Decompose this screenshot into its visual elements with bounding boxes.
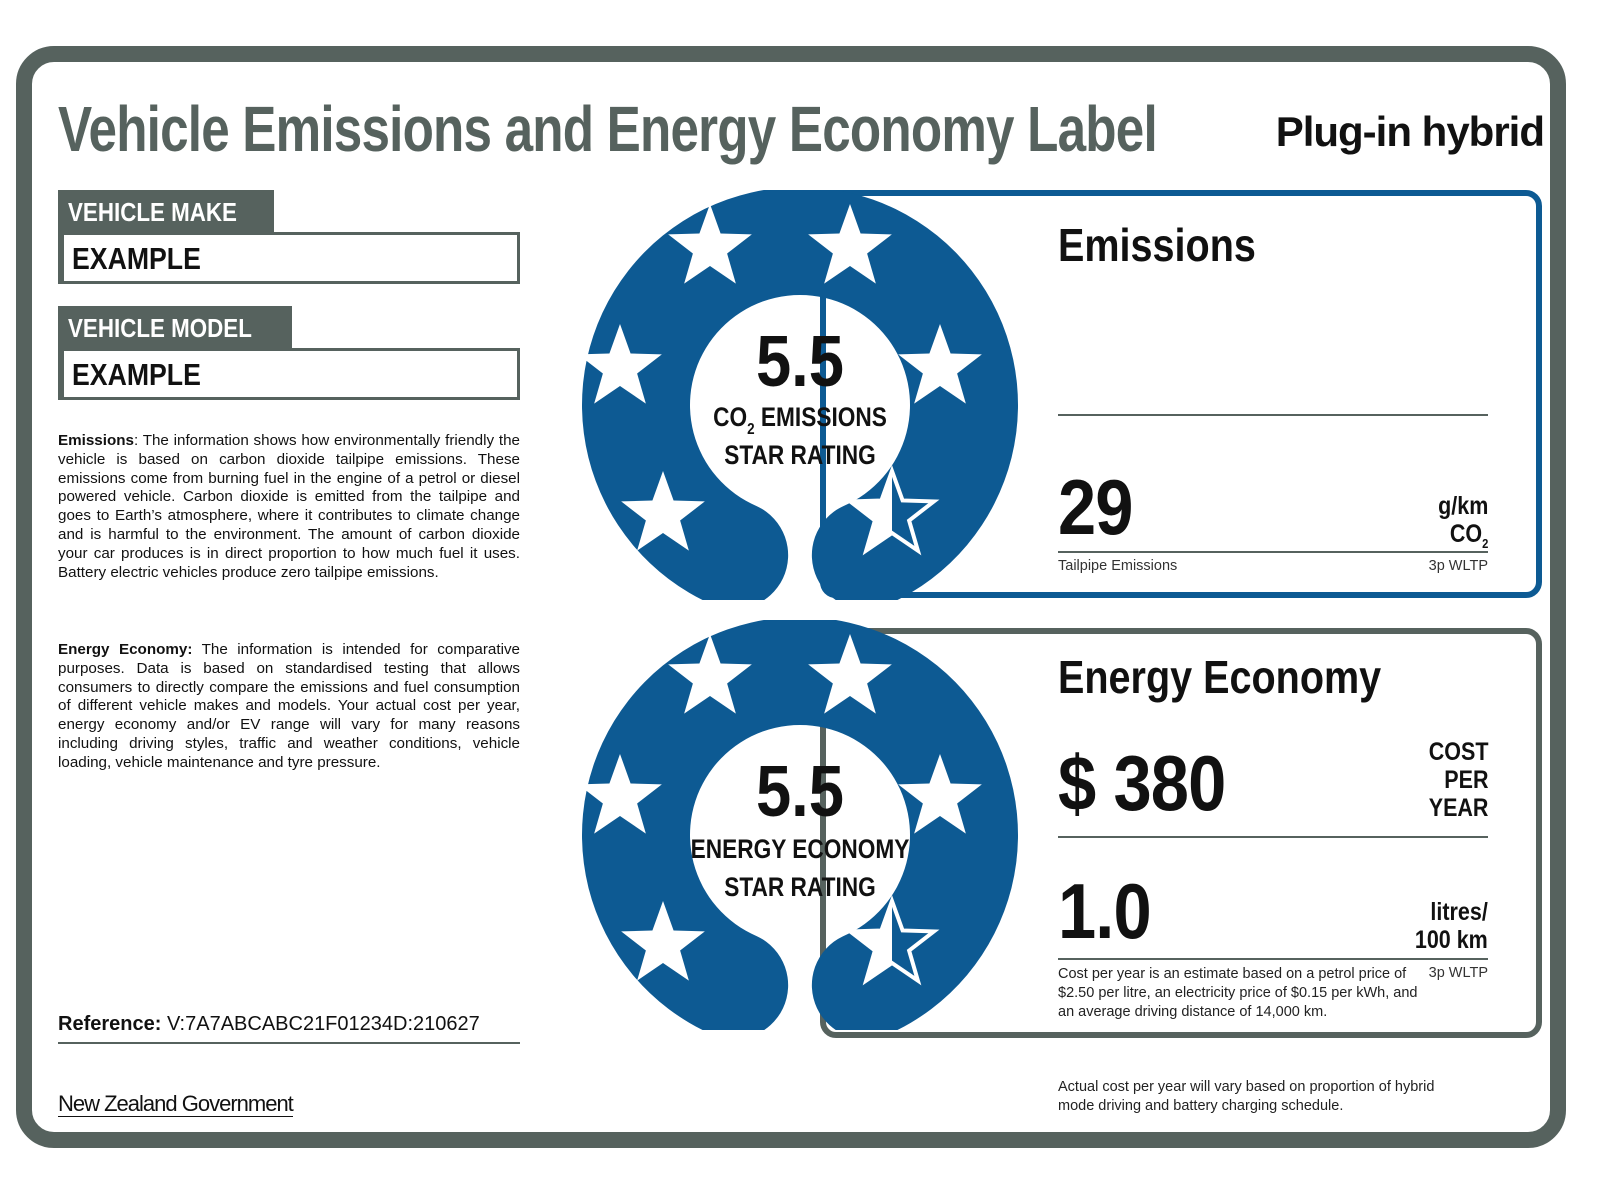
star-icon	[844, 465, 940, 556]
vehicle-model-label: VEHICLE MODEL	[58, 306, 292, 348]
horseshoe-shape	[582, 190, 1018, 600]
half-star-icon	[850, 901, 892, 981]
emissions-test: 3p WLTP	[1428, 558, 1488, 574]
vehicle-model-field: EXAMPLE	[58, 348, 520, 400]
economy-rating-value: 5.5	[756, 752, 844, 832]
half-star-icon	[850, 471, 892, 551]
emissions-star-rating: 5.5 CO2 EMISSIONS STAR RATING	[578, 190, 1018, 600]
emissions-panel	[820, 190, 1542, 598]
emissions-stars	[578, 204, 982, 556]
emissions-unit: g/km CO2	[1437, 492, 1488, 551]
consumption-value: 1.0	[1058, 867, 1152, 955]
star-icon	[578, 324, 662, 404]
star-icon	[578, 754, 662, 834]
star-icon	[621, 471, 705, 551]
horseshoe-shape	[582, 620, 1018, 1030]
economy-star-rating: 5.5 ENERGY ECONOMY STAR RATING	[578, 620, 1018, 1030]
economy-divider-2	[1058, 958, 1488, 960]
reference: Reference: V:7A7ABCABC21F01234D:210627	[58, 1008, 520, 1044]
star-icon	[808, 204, 892, 284]
emissions-title: Emissions	[1058, 219, 1256, 271]
star-icon	[621, 901, 705, 981]
vehicle-type: Plug-in hybrid	[1275, 108, 1545, 155]
star-icon	[898, 754, 982, 834]
cost-label: COST PER YEAR	[1428, 738, 1488, 822]
emissions-info: Emissions: The information shows how env…	[58, 432, 520, 581]
economy-stars	[578, 634, 982, 986]
economy-rating-label-2: STAR RATING	[724, 872, 876, 902]
emissions-horseshoe	[582, 190, 1018, 600]
emissions-rating-label-2: STAR RATING	[724, 440, 876, 470]
emissions-value: 29	[1058, 463, 1133, 551]
star-icon	[808, 634, 892, 714]
economy-info: Energy Economy: The information is inten…	[58, 641, 521, 771]
economy-horseshoe	[582, 620, 1018, 1030]
emissions-caption: Tailpipe Emissions	[1058, 558, 1178, 574]
cost-per-year: $ 380	[1058, 739, 1226, 827]
emissions-rating-value: 5.5	[756, 322, 844, 402]
government-logo: New Zealand Government	[58, 1091, 294, 1117]
consumption-unit: litres/100 km	[1415, 898, 1488, 954]
vehicle-make-field: EXAMPLE	[58, 232, 520, 284]
star-icon	[668, 204, 752, 284]
economy-note: Cost per year is an estimate based on a …	[1058, 966, 1418, 1020]
vehicle-make-label: VEHICLE MAKE	[58, 190, 275, 232]
star-icon	[844, 895, 940, 986]
footer-note: Actual cost per year will vary based on …	[1058, 1079, 1435, 1114]
star-icon	[668, 634, 752, 714]
emissions-rating-label-1: CO2 EMISSIONS	[713, 402, 887, 438]
economy-title: Energy Economy	[1058, 651, 1382, 703]
economy-rating-label-1: ENERGY ECONOMY	[691, 834, 910, 864]
emissions-divider-2	[1058, 551, 1488, 553]
star-icon	[898, 324, 982, 404]
emissions-divider-1	[1058, 414, 1488, 416]
economy-test: 3p WLTP	[1428, 965, 1488, 981]
economy-panel	[820, 628, 1542, 1038]
economy-divider-1	[1058, 836, 1488, 838]
page-title: Vehicle Emissions and Energy Economy Lab…	[58, 93, 1158, 165]
